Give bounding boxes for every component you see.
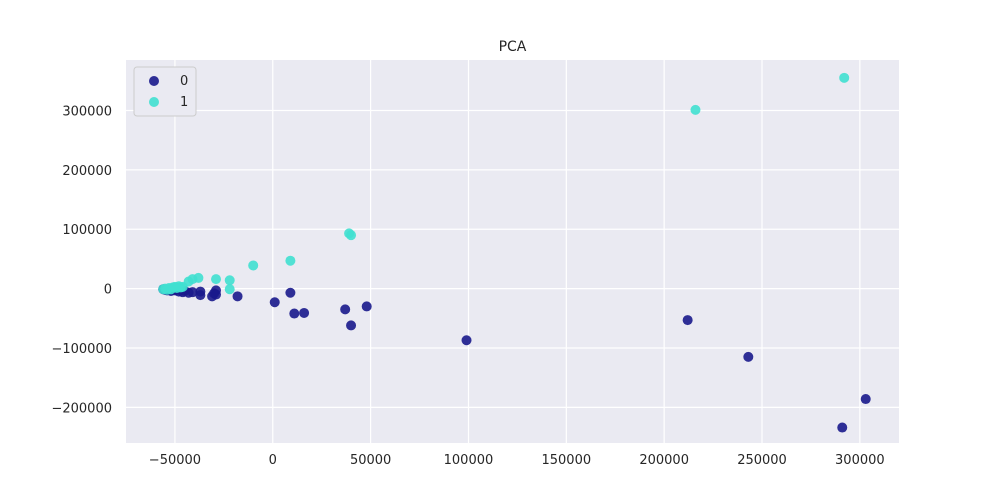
x-axis-ticks: −50000 0 50000 100000 150000 200000 250000 3000… <box>149 453 885 468</box>
data-point-series-1 <box>248 260 259 271</box>
data-point-series-0 <box>860 394 871 405</box>
data-point-series-0 <box>346 320 357 331</box>
plot-background <box>126 60 899 443</box>
x-tick-label: 250000 <box>737 453 787 468</box>
y-tick-label: 300000 <box>62 104 112 119</box>
y-tick-label: −100000 <box>51 342 112 357</box>
data-point-series-0 <box>285 287 296 298</box>
y-axis-ticks: −200000 −100000 0 100000 200000 300000 <box>51 104 112 416</box>
y-tick-label: 200000 <box>62 164 112 179</box>
data-point-series-0 <box>232 291 243 302</box>
data-point-series-0 <box>187 287 198 298</box>
data-point-series-1 <box>193 272 204 283</box>
data-point-series-1 <box>224 275 235 286</box>
data-points <box>158 72 871 433</box>
x-tick-label: 0 <box>269 453 277 468</box>
data-point-series-0 <box>195 290 206 301</box>
data-point-series-1 <box>224 284 235 295</box>
grid-lines <box>126 60 899 443</box>
data-point-series-0 <box>340 304 351 315</box>
data-point-series-0 <box>361 301 372 312</box>
data-point-series-0 <box>837 422 848 433</box>
data-point-series-1 <box>839 72 850 83</box>
y-tick-label: −200000 <box>51 401 112 416</box>
x-tick-label: −50000 <box>149 453 201 468</box>
chart-title: PCA <box>499 39 527 55</box>
data-point-series-0 <box>211 289 222 300</box>
legend-label-0: 0 <box>180 74 188 89</box>
data-point-series-0 <box>269 297 280 308</box>
data-point-series-0 <box>461 335 472 346</box>
data-point-series-0 <box>289 308 300 319</box>
x-tick-label: 100000 <box>444 453 494 468</box>
data-point-series-0 <box>682 315 693 326</box>
y-tick-label: 100000 <box>62 223 112 238</box>
data-point-series-1 <box>211 274 222 285</box>
x-tick-label: 300000 <box>835 453 885 468</box>
data-point-series-1 <box>690 104 701 115</box>
legend-label-1: 1 <box>180 95 188 110</box>
y-tick-label: 0 <box>104 283 112 298</box>
legend-marker-1 <box>149 97 159 107</box>
legend-marker-0 <box>149 76 159 86</box>
data-point-series-1 <box>346 230 357 241</box>
data-point-series-1 <box>285 255 296 266</box>
legend: 0 1 <box>133 66 197 117</box>
x-tick-label: 50000 <box>350 453 391 468</box>
data-point-series-0 <box>299 307 310 318</box>
x-tick-label: 200000 <box>639 453 689 468</box>
series-1 <box>158 72 850 295</box>
x-tick-label: 150000 <box>541 453 591 468</box>
data-point-series-0 <box>743 351 754 362</box>
